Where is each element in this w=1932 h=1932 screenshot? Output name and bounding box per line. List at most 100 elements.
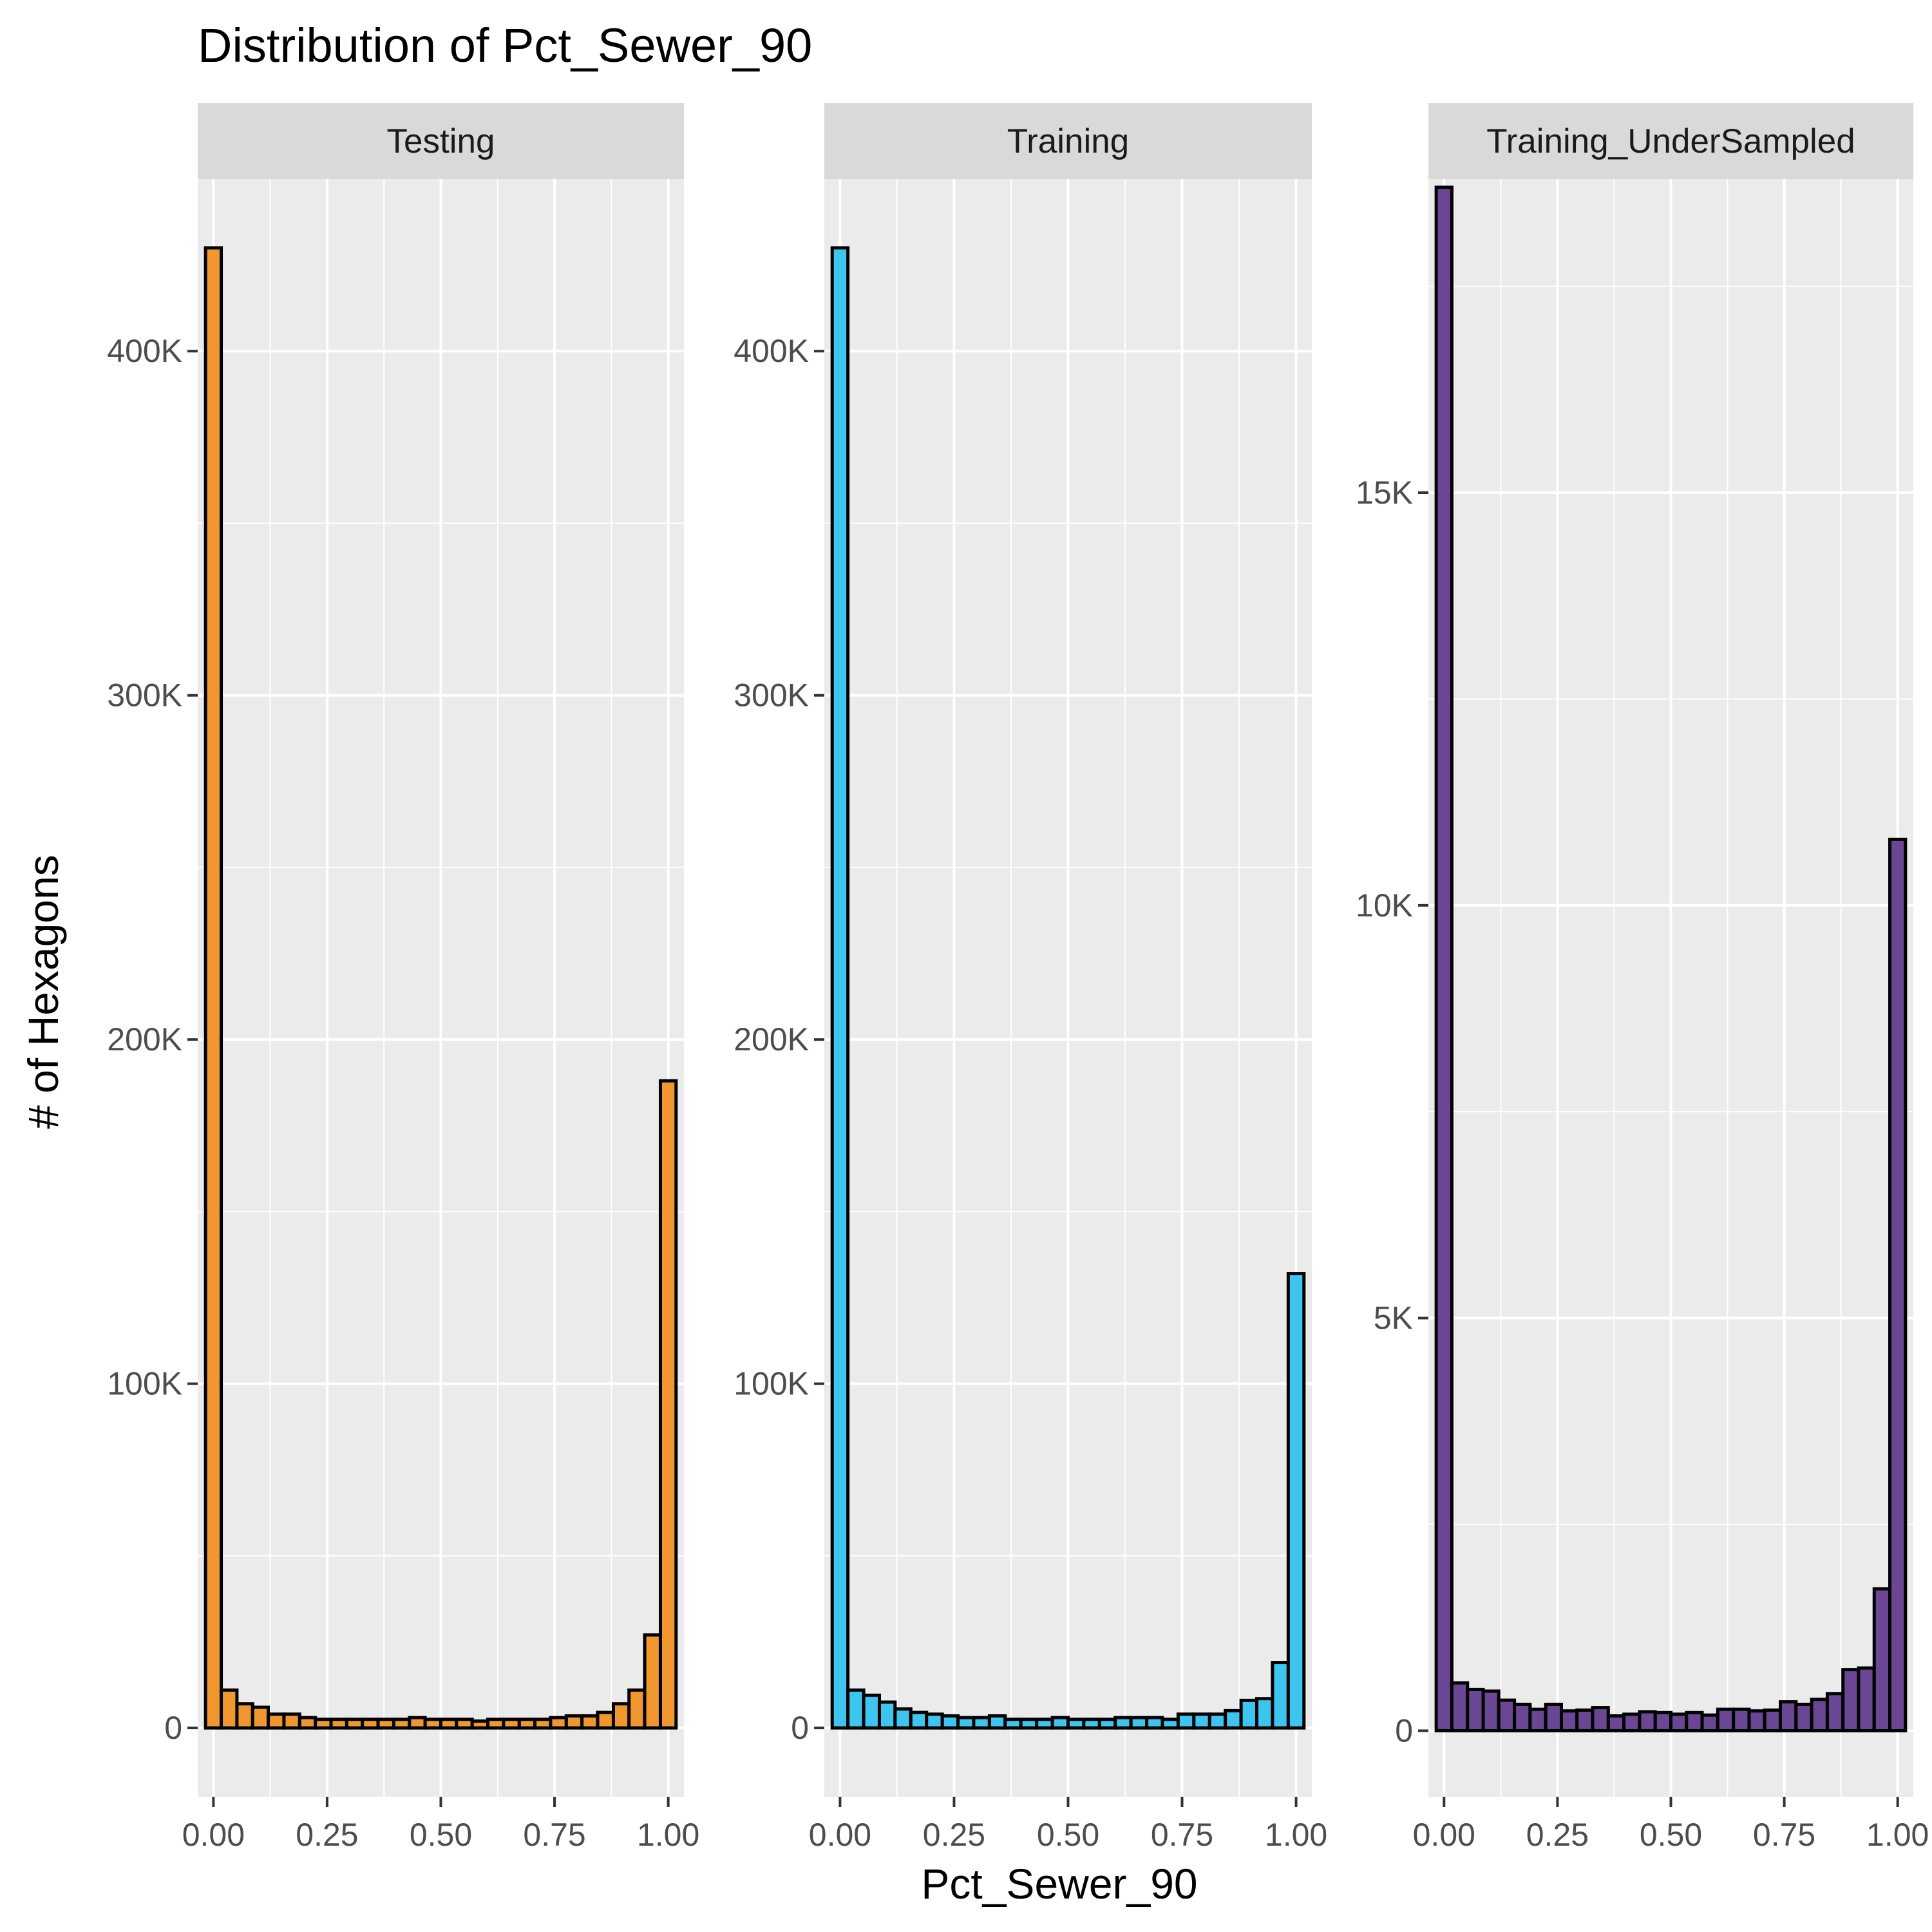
histogram-bar: [627, 1688, 647, 1730]
histogram-bar: [1606, 1714, 1626, 1732]
histogram-bar: [893, 1707, 913, 1730]
x-tick-label: 1.00: [637, 1817, 699, 1853]
histogram-bar: [345, 1718, 365, 1730]
histogram-bar: [1466, 1687, 1485, 1732]
facet-panel-1: Testing 0 100K 200K 300K 400K 0.00 0.25 0.50 0.75…: [107, 103, 699, 1853]
histogram-bar: [1575, 1708, 1595, 1732]
histogram-bar: [329, 1718, 348, 1730]
histogram-bar: [267, 1712, 286, 1730]
histogram-bar: [1224, 1709, 1243, 1730]
histogram-bar: [1591, 1706, 1610, 1732]
histogram-bar: [502, 1718, 521, 1730]
facet-strip-label: Training: [1007, 122, 1130, 160]
histogram-bar: [1255, 1697, 1274, 1730]
x-tick-label: 0.50: [410, 1817, 472, 1853]
x-tick-label: 0.75: [1753, 1817, 1815, 1853]
x-tick-label: 0.50: [1037, 1817, 1099, 1853]
facet-panel-2: Training 0 100K 200K 300K 400K 0.00 0.25 0.50 0.7…: [734, 103, 1327, 1853]
facet-strip: [1428, 103, 1913, 179]
x-tick-label: 1.00: [1265, 1817, 1327, 1853]
histogram-bar: [1794, 1702, 1814, 1732]
histogram-bar: [1097, 1718, 1117, 1730]
y-tick-label: 200K: [734, 1021, 809, 1057]
histogram-bar: [1481, 1689, 1501, 1732]
histogram-bar: [455, 1718, 474, 1730]
facet-strip-label: Training_UnderSampled: [1486, 122, 1855, 160]
histogram-bar: [643, 1633, 662, 1730]
y-axis-title: # of Hexagons: [19, 855, 67, 1129]
y-tick-label: 400K: [107, 333, 182, 369]
chart-title: Distribution of Pct_Sewer_90: [198, 19, 812, 72]
x-tick-label: 0.25: [923, 1817, 985, 1853]
x-tick-label: 0.75: [1151, 1817, 1213, 1853]
x-tick-label: 0.25: [1526, 1817, 1589, 1853]
x-axis-title: Pct_Sewer_90: [921, 1860, 1197, 1908]
x-tick-label: 0.00: [182, 1817, 245, 1853]
x-tick-label: 0.00: [809, 1817, 871, 1853]
histogram-bar: [251, 1705, 270, 1730]
histogram-bar: [846, 1688, 866, 1730]
histogram-bar: [1685, 1710, 1704, 1732]
histogram-bar: [1160, 1718, 1180, 1730]
y-tick-label: 0: [1395, 1712, 1413, 1748]
histogram-bar: [987, 1714, 1007, 1730]
histogram-bar: [1513, 1702, 1532, 1732]
histogram-bar: [1066, 1718, 1086, 1730]
histogram-bar: [1176, 1712, 1196, 1730]
histogram-bar: [1544, 1702, 1563, 1732]
histogram-bar: [1841, 1668, 1861, 1732]
histogram-bar: [1700, 1713, 1719, 1732]
histogram-bar: [486, 1718, 506, 1730]
histogram-bar: [204, 246, 223, 1730]
histogram-bar: [408, 1716, 427, 1730]
histogram-bar: [1559, 1709, 1579, 1732]
facet-strip: [198, 103, 684, 179]
histogram-bar: [1003, 1718, 1023, 1730]
histogram-bar: [470, 1719, 490, 1730]
histogram-bar: [517, 1718, 537, 1730]
histogram-bar: [1271, 1661, 1290, 1730]
histogram-bar: [596, 1710, 615, 1730]
histogram-bar: [298, 1716, 317, 1730]
y-tick-label: 10K: [1356, 887, 1413, 923]
histogram-bar: [1145, 1716, 1164, 1730]
histogram-bar: [1716, 1707, 1736, 1732]
histogram-bar: [1825, 1692, 1845, 1732]
histogram-bar: [314, 1718, 333, 1730]
histogram-bar: [1286, 1272, 1306, 1730]
histogram-bar: [423, 1718, 443, 1730]
histogram-bar: [940, 1714, 960, 1730]
y-tick-label: 0: [791, 1710, 809, 1746]
histogram-bar: [564, 1714, 584, 1730]
histogram-bar: [392, 1718, 412, 1730]
y-tick-label: 300K: [107, 677, 182, 714]
histogram-bar: [1779, 1700, 1798, 1732]
histogram-bar: [1450, 1681, 1470, 1732]
histogram-bar: [611, 1702, 631, 1730]
histogram-bar: [439, 1718, 459, 1730]
y-tick-label: 5K: [1374, 1300, 1413, 1336]
x-tick-label: 0.75: [523, 1817, 585, 1853]
facet-strip: [824, 103, 1312, 179]
facet-panels: Testing 0 100K 200K 300K 400K 0.00 0.25 0.50 0.75…: [107, 103, 1929, 1853]
histogram-bar: [1872, 1587, 1892, 1732]
histogram-bar: [1857, 1666, 1876, 1732]
histogram-bar: [972, 1716, 991, 1730]
histogram-bar: [533, 1718, 553, 1730]
histogram-bar: [580, 1714, 600, 1730]
histogram-bar: [1113, 1716, 1133, 1730]
histogram-bar: [235, 1702, 254, 1730]
histogram-bar: [1732, 1707, 1751, 1732]
histogram-bar: [1763, 1708, 1783, 1732]
y-tick-label: 400K: [734, 333, 809, 369]
histogram-bar: [1192, 1712, 1211, 1730]
x-tick-label: 0.00: [1413, 1817, 1475, 1853]
histogram-bar: [1888, 837, 1908, 1732]
histogram-bar: [1019, 1718, 1039, 1730]
histogram-bar: [1239, 1698, 1259, 1730]
histogram-bar: [830, 246, 850, 1730]
facet-panel-3: Training_UnderSampled 0 5K 10K 15K 0.00 0.25 0.…: [1356, 103, 1929, 1853]
histogram-bar: [1208, 1712, 1227, 1730]
histogram-bar: [1528, 1707, 1548, 1732]
facet-strip-label: Testing: [387, 122, 495, 160]
